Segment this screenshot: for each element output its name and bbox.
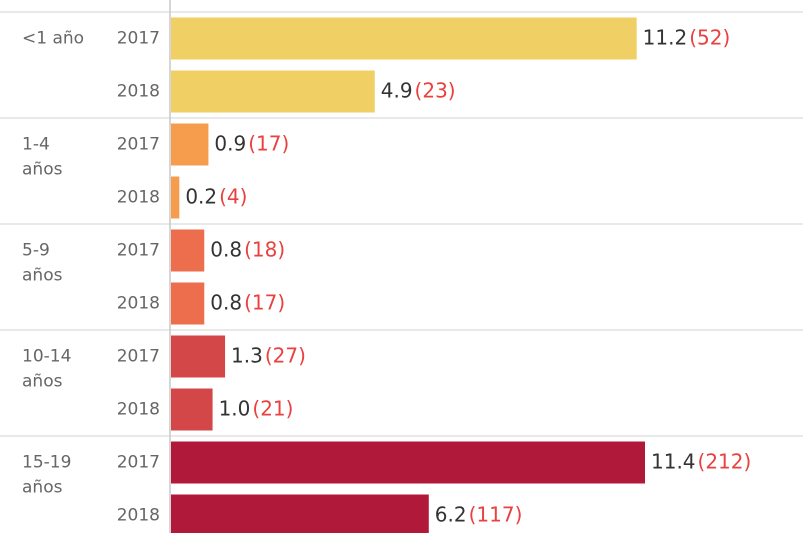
bar bbox=[171, 335, 226, 378]
value-label: 11.4 (212) bbox=[651, 449, 751, 473]
bar bbox=[171, 494, 429, 533]
count-text: (117) bbox=[469, 502, 523, 526]
group-label: años bbox=[22, 266, 63, 286]
year-label: 2018 bbox=[117, 506, 160, 526]
bar bbox=[171, 17, 637, 60]
count-text: (52) bbox=[689, 25, 730, 49]
year-label: 2018 bbox=[117, 294, 160, 314]
value-text: 0.2 bbox=[185, 184, 217, 208]
count-text: (21) bbox=[252, 396, 293, 420]
bar bbox=[171, 123, 209, 166]
value-text: 4.9 bbox=[381, 78, 413, 102]
year-label: 2018 bbox=[117, 82, 160, 102]
group-label: años bbox=[22, 478, 63, 498]
group-label: años bbox=[22, 160, 63, 180]
bar bbox=[171, 441, 645, 484]
bar bbox=[171, 282, 205, 325]
bar bbox=[171, 388, 213, 431]
value-label: 4.9 (23) bbox=[381, 78, 456, 102]
count-text: (27) bbox=[265, 343, 306, 367]
value-label: 0.8 (18) bbox=[210, 237, 285, 261]
group-label: 10-14 bbox=[22, 347, 71, 367]
year-label: 2017 bbox=[117, 135, 160, 155]
value-label: 11.2 (52) bbox=[643, 25, 731, 49]
count-text: (212) bbox=[698, 449, 752, 473]
value-text: 1.3 bbox=[231, 343, 263, 367]
year-label: 2017 bbox=[117, 453, 160, 473]
value-text: 0.8 bbox=[210, 237, 242, 261]
group-label: <1 año bbox=[22, 29, 84, 49]
year-label: 2017 bbox=[117, 29, 160, 49]
value-text: 0.9 bbox=[214, 131, 246, 155]
bar bbox=[171, 176, 180, 219]
year-label: 2018 bbox=[117, 400, 160, 420]
value-label: 6.2 (117) bbox=[435, 502, 523, 526]
count-text: (17) bbox=[244, 290, 285, 314]
value-label: 1.3 (27) bbox=[231, 343, 306, 367]
bar bbox=[171, 229, 205, 272]
count-text: (17) bbox=[248, 131, 289, 155]
count-text: (23) bbox=[415, 78, 456, 102]
value-text: 6.2 bbox=[435, 502, 467, 526]
year-label: 2017 bbox=[117, 347, 160, 367]
count-text: (4) bbox=[219, 184, 247, 208]
value-label: 0.9 (17) bbox=[214, 131, 289, 155]
value-label: 0.8 (17) bbox=[210, 290, 285, 314]
value-label: 0.2 (4) bbox=[185, 184, 247, 208]
value-text: 0.8 bbox=[210, 290, 242, 314]
group-label: 1-4 bbox=[22, 135, 50, 155]
year-label: 2017 bbox=[117, 241, 160, 261]
value-label: 1.0 (21) bbox=[219, 396, 294, 420]
group-label: 5-9 bbox=[22, 241, 50, 261]
group-label: 15-19 bbox=[22, 453, 71, 473]
value-text: 11.4 bbox=[651, 449, 696, 473]
value-text: 11.2 bbox=[643, 25, 688, 49]
bar bbox=[171, 70, 375, 113]
year-label: 2018 bbox=[117, 188, 160, 208]
group-label: años bbox=[22, 372, 63, 392]
value-text: 1.0 bbox=[219, 396, 251, 420]
count-text: (18) bbox=[244, 237, 285, 261]
